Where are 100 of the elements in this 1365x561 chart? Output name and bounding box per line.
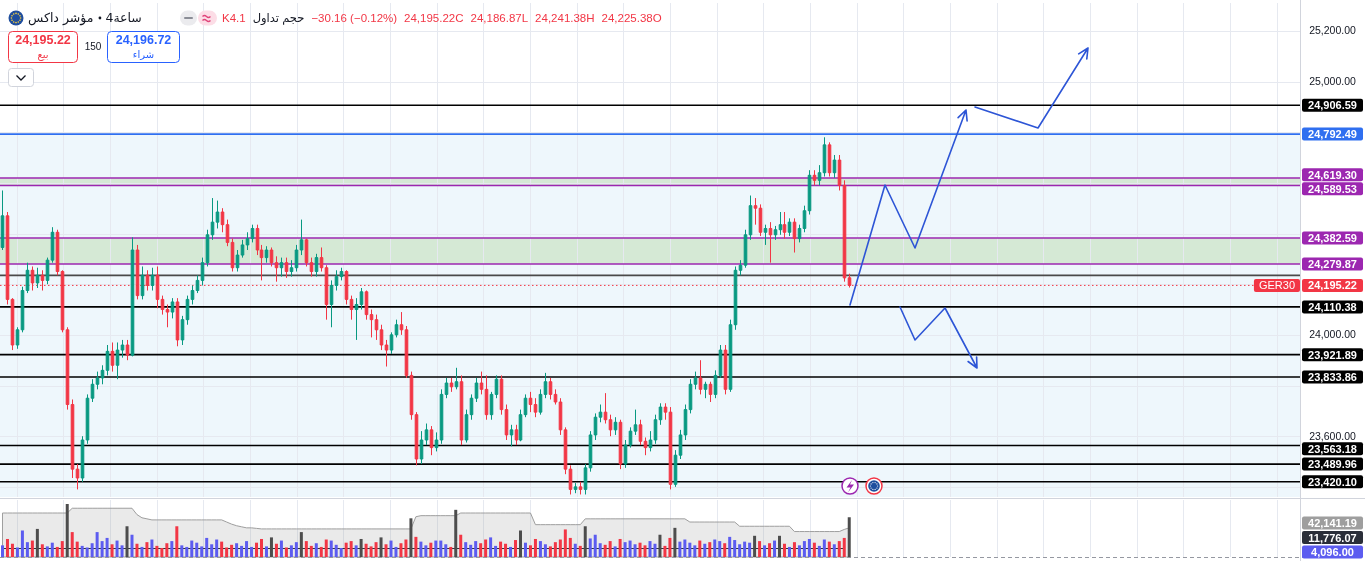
bar <box>264 546 268 557</box>
bar <box>678 541 682 557</box>
candlestick <box>349 295 354 321</box>
candlestick <box>115 341 120 380</box>
bar <box>319 546 323 557</box>
candlestick <box>693 371 698 390</box>
bar <box>35 528 39 557</box>
candlestick <box>369 309 374 338</box>
ref-line-label: 24,906.59 <box>1308 99 1357 112</box>
bar <box>215 539 219 557</box>
bar <box>210 544 214 557</box>
bar <box>20 530 24 557</box>
candlestick <box>643 436 648 456</box>
bar <box>528 545 532 557</box>
bar <box>523 542 527 557</box>
bar <box>643 545 647 557</box>
bar <box>802 541 806 557</box>
text: 11,776.07 <box>1308 531 1357 544</box>
text: مؤشر داكس <box>28 10 94 26</box>
bar <box>817 545 821 557</box>
annotation: 24,241.38H <box>535 12 595 24</box>
bar <box>598 543 602 557</box>
bar <box>842 537 846 557</box>
annotation: 24,195.22 <box>15 33 71 47</box>
bar <box>608 541 612 557</box>
bar <box>787 546 791 557</box>
bar <box>269 537 273 557</box>
candlestick <box>763 224 768 246</box>
bar <box>459 534 463 557</box>
candlestick <box>449 377 454 393</box>
bar <box>792 542 796 557</box>
bar <box>145 542 149 557</box>
bar <box>245 541 249 557</box>
annotation: 24,195.22C <box>404 12 464 24</box>
bar <box>449 546 453 557</box>
bar <box>618 538 622 557</box>
bar <box>60 541 64 557</box>
bar <box>364 543 368 557</box>
annotation: بيع <box>37 48 49 61</box>
bar <box>763 545 767 557</box>
bar <box>533 538 537 557</box>
candlestick <box>533 397 538 418</box>
ref-line-label: 24,110.38 <box>1308 300 1357 313</box>
ref-line-label: 24,195.22 <box>1308 279 1357 292</box>
candlestick <box>100 364 105 385</box>
candlestick <box>613 416 618 436</box>
bar <box>484 539 488 557</box>
y-tick-label: 25,200.00 <box>1309 24 1357 37</box>
bar <box>125 526 129 557</box>
bar <box>339 547 343 557</box>
ref-line-label: 24,382.59 <box>1308 231 1357 244</box>
annotation: K4.1 <box>222 12 246 24</box>
annotation: 24,225.38O <box>601 12 662 24</box>
bar <box>135 543 139 557</box>
bar <box>658 534 662 557</box>
candlestick <box>434 431 439 452</box>
bar <box>294 542 298 557</box>
bar <box>504 543 508 557</box>
bar <box>768 543 772 557</box>
bar <box>543 544 547 557</box>
ref-line-label: 23,420.10 <box>1308 475 1357 488</box>
bar <box>65 504 69 557</box>
bar <box>359 538 363 557</box>
bar <box>583 526 587 557</box>
ref-line-label: 24,589.53 <box>1308 182 1357 195</box>
bar <box>260 538 263 557</box>
bar <box>454 509 458 557</box>
bar <box>230 544 234 557</box>
bar <box>693 545 697 557</box>
bar <box>419 541 423 557</box>
candlestick <box>110 341 115 373</box>
bar <box>683 539 687 557</box>
bar <box>200 546 204 557</box>
bar <box>250 546 254 557</box>
bar <box>334 544 338 557</box>
bar <box>170 541 174 557</box>
bar <box>279 540 283 557</box>
bar <box>190 540 194 557</box>
bar <box>75 541 79 557</box>
bar <box>150 539 154 557</box>
bar <box>274 543 278 557</box>
candlestick <box>817 164 822 186</box>
candlestick <box>75 463 80 490</box>
bar <box>25 542 29 557</box>
candlestick <box>578 481 583 495</box>
candlestick <box>95 371 100 390</box>
bar <box>120 545 124 557</box>
ref-line-label: 23,489.96 <box>1308 458 1357 471</box>
bar <box>424 545 428 557</box>
ref-line-label: 24,619.30 <box>1308 168 1357 181</box>
annotation: 24,196.72 <box>115 33 172 47</box>
bar <box>384 544 388 557</box>
bar <box>778 535 781 557</box>
bar <box>847 517 851 557</box>
bar <box>85 547 89 557</box>
bar <box>588 538 592 557</box>
bar <box>225 547 229 557</box>
text: 4,096.00 <box>1311 546 1354 558</box>
bar <box>633 544 637 557</box>
candlestick <box>603 392 608 425</box>
